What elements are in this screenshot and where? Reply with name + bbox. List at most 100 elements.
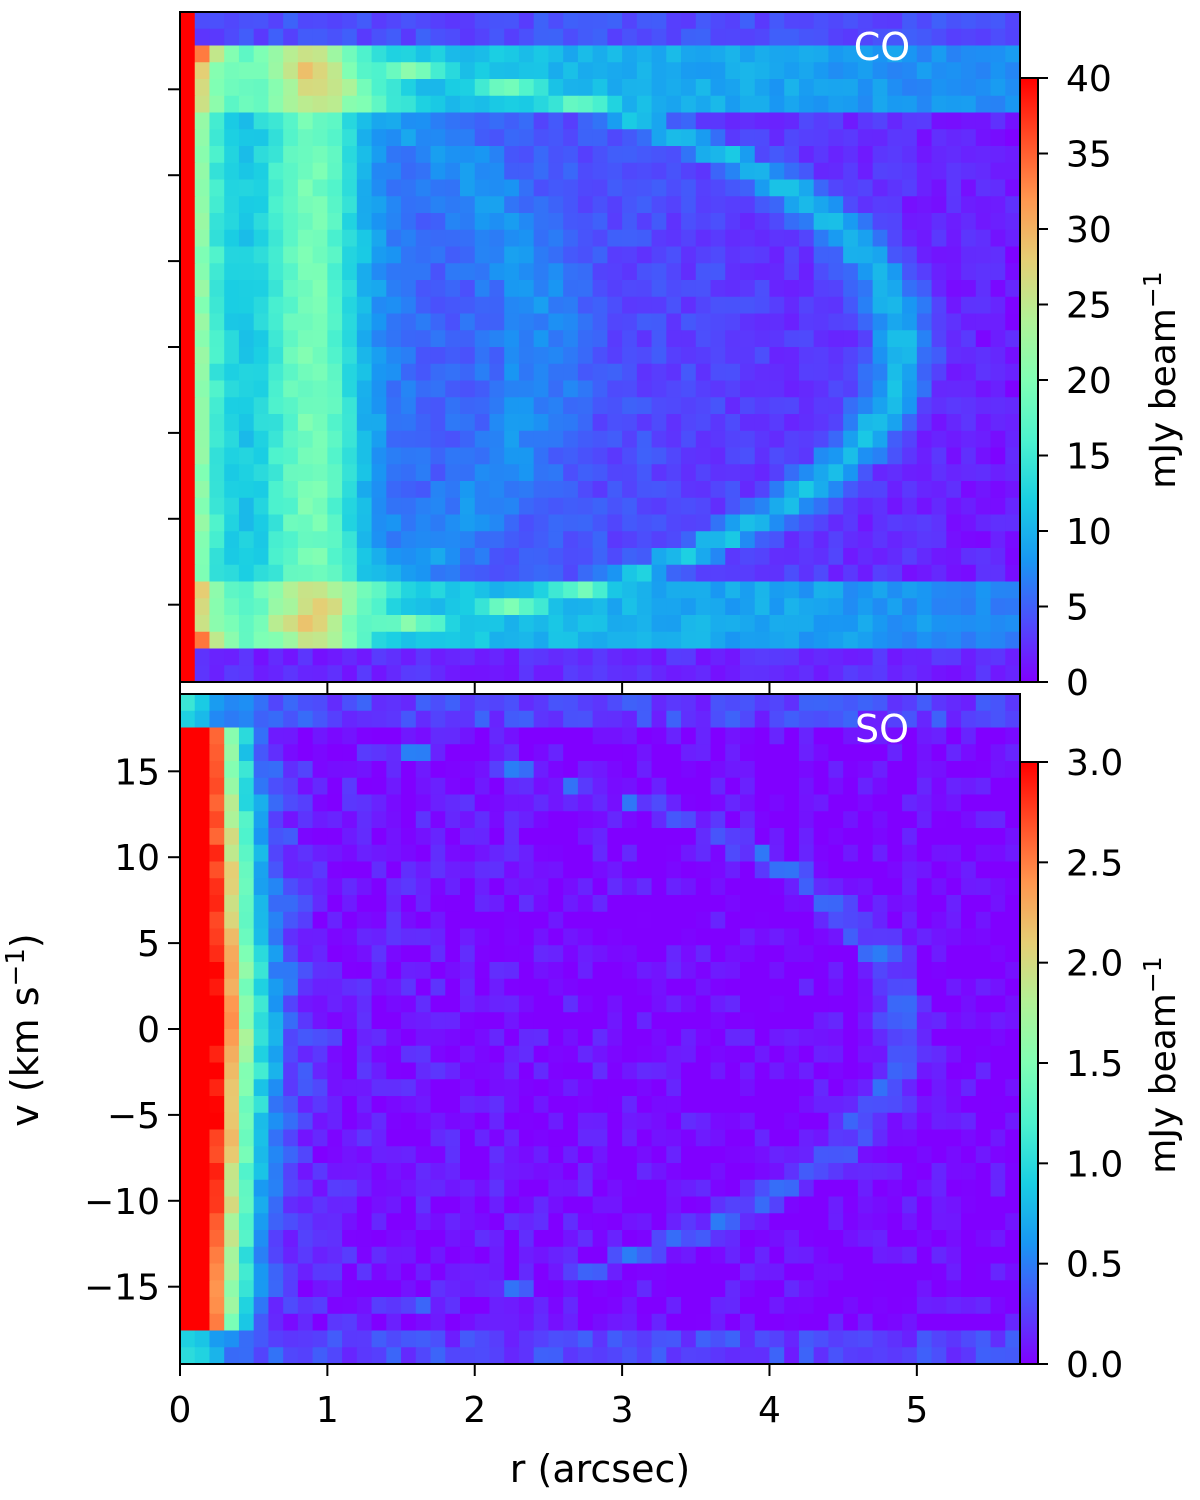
heatmap-cell (798, 213, 815, 231)
heatmap-cell (740, 464, 756, 482)
heatmap-cell (651, 296, 667, 315)
heatmap-cell (224, 28, 240, 47)
heatmap-cell (504, 464, 520, 482)
heatmap-cell (872, 978, 888, 997)
heatmap-cell (504, 1096, 520, 1114)
heatmap-cell (931, 727, 947, 745)
heatmap-cell (592, 112, 608, 130)
heatmap-cell (710, 447, 726, 465)
heatmap-cell (518, 62, 535, 80)
heatmap-cell (828, 313, 844, 331)
heatmap-cell (356, 581, 373, 599)
heatmap-cell (371, 213, 387, 231)
heatmap-cell (651, 162, 667, 181)
heatmap-cell (651, 1096, 667, 1114)
heatmap-cell (946, 978, 962, 997)
heatmap-cell (710, 995, 726, 1013)
heatmap-cell (651, 229, 667, 248)
heatmap-cell (224, 363, 240, 382)
heatmap-cell (224, 1029, 240, 1047)
heatmap-cell (740, 1096, 756, 1114)
heatmap-cell (695, 648, 712, 666)
heatmap-cell (754, 229, 771, 248)
heatmap-cell (327, 1096, 343, 1114)
heatmap-cell (356, 1029, 373, 1047)
heatmap-cell (857, 79, 874, 97)
heatmap-cell (622, 179, 638, 197)
heatmap-cell (401, 1146, 417, 1164)
heatmap-cell (415, 196, 432, 214)
heatmap-cell (577, 744, 594, 762)
heatmap-cell (946, 1112, 962, 1131)
heatmap-cell (828, 28, 844, 47)
heatmap-cell (415, 1230, 432, 1248)
heatmap-cell (681, 581, 697, 599)
heatmap-cell (577, 928, 594, 946)
heatmap-cell (238, 447, 255, 465)
heatmap-cell (975, 1062, 992, 1080)
heatmap-cell (769, 727, 785, 745)
heatmap-cell (180, 1079, 196, 1097)
heatmap-cell (401, 447, 417, 465)
heatmap-cell (460, 744, 476, 762)
heatmap-cell (430, 962, 446, 980)
heatmap-cell (651, 878, 667, 896)
heatmap-cell (990, 615, 1006, 633)
heatmap-cell (872, 665, 888, 683)
heatmap-cell (489, 62, 505, 80)
heatmap-cell (460, 861, 476, 879)
heatmap-cell (607, 481, 623, 499)
heatmap-cell (253, 911, 270, 930)
heatmap-cell (533, 861, 550, 879)
heatmap-cell (371, 397, 387, 415)
heatmap-cell (356, 878, 373, 896)
heatmap-cell (961, 878, 977, 896)
heatmap-cell (784, 347, 800, 365)
heatmap-cell (710, 1196, 726, 1214)
heatmap-cell (209, 296, 225, 315)
heatmap-cell (342, 1280, 358, 1298)
heatmap-cell (916, 179, 933, 197)
heatmap-cell (1005, 564, 1021, 583)
heatmap-cell (887, 1280, 903, 1298)
heatmap-cell (430, 727, 446, 745)
heatmap-cell (902, 62, 918, 80)
heatmap-cell (872, 1263, 888, 1281)
heatmap-cell (283, 1230, 299, 1248)
heatmap-cell (327, 811, 343, 829)
heatmap-cell (813, 811, 830, 829)
heatmap-cell (563, 962, 579, 980)
heatmap-cell (784, 911, 800, 930)
heatmap-cell (563, 414, 579, 432)
heatmap-cell (518, 744, 535, 762)
heatmap-cell (342, 146, 358, 164)
heatmap-cell (194, 229, 211, 248)
heatmap-cell (975, 828, 992, 846)
heatmap-cell (916, 761, 933, 779)
heatmap-cell (931, 911, 947, 930)
heatmap-cell (769, 581, 785, 599)
heatmap-cell (902, 1012, 918, 1030)
heatmap-cell (342, 978, 358, 997)
heatmap-cell (872, 397, 888, 415)
heatmap-cell (445, 347, 461, 365)
heatmap-cell (371, 1179, 387, 1198)
heatmap-cell (327, 928, 343, 946)
heatmap-cell (902, 531, 918, 549)
heatmap-cell (268, 464, 284, 482)
heatmap-cell (548, 112, 564, 130)
heatmap-cell (754, 1012, 771, 1030)
heatmap-cell (754, 12, 771, 30)
heatmap-cell (297, 1263, 314, 1281)
heatmap-cell (666, 631, 682, 650)
heatmap-cell (342, 313, 358, 331)
heatmap-cell (607, 928, 623, 946)
heatmap-cell (533, 1347, 550, 1365)
heatmap-cell (430, 497, 446, 516)
heatmap-cell (253, 330, 270, 348)
heatmap-cell (533, 1179, 550, 1198)
heatmap-cell (548, 1230, 564, 1248)
heatmap-cell (504, 296, 520, 315)
heatmap-cell (607, 1230, 623, 1248)
heatmap-cell (622, 497, 638, 516)
